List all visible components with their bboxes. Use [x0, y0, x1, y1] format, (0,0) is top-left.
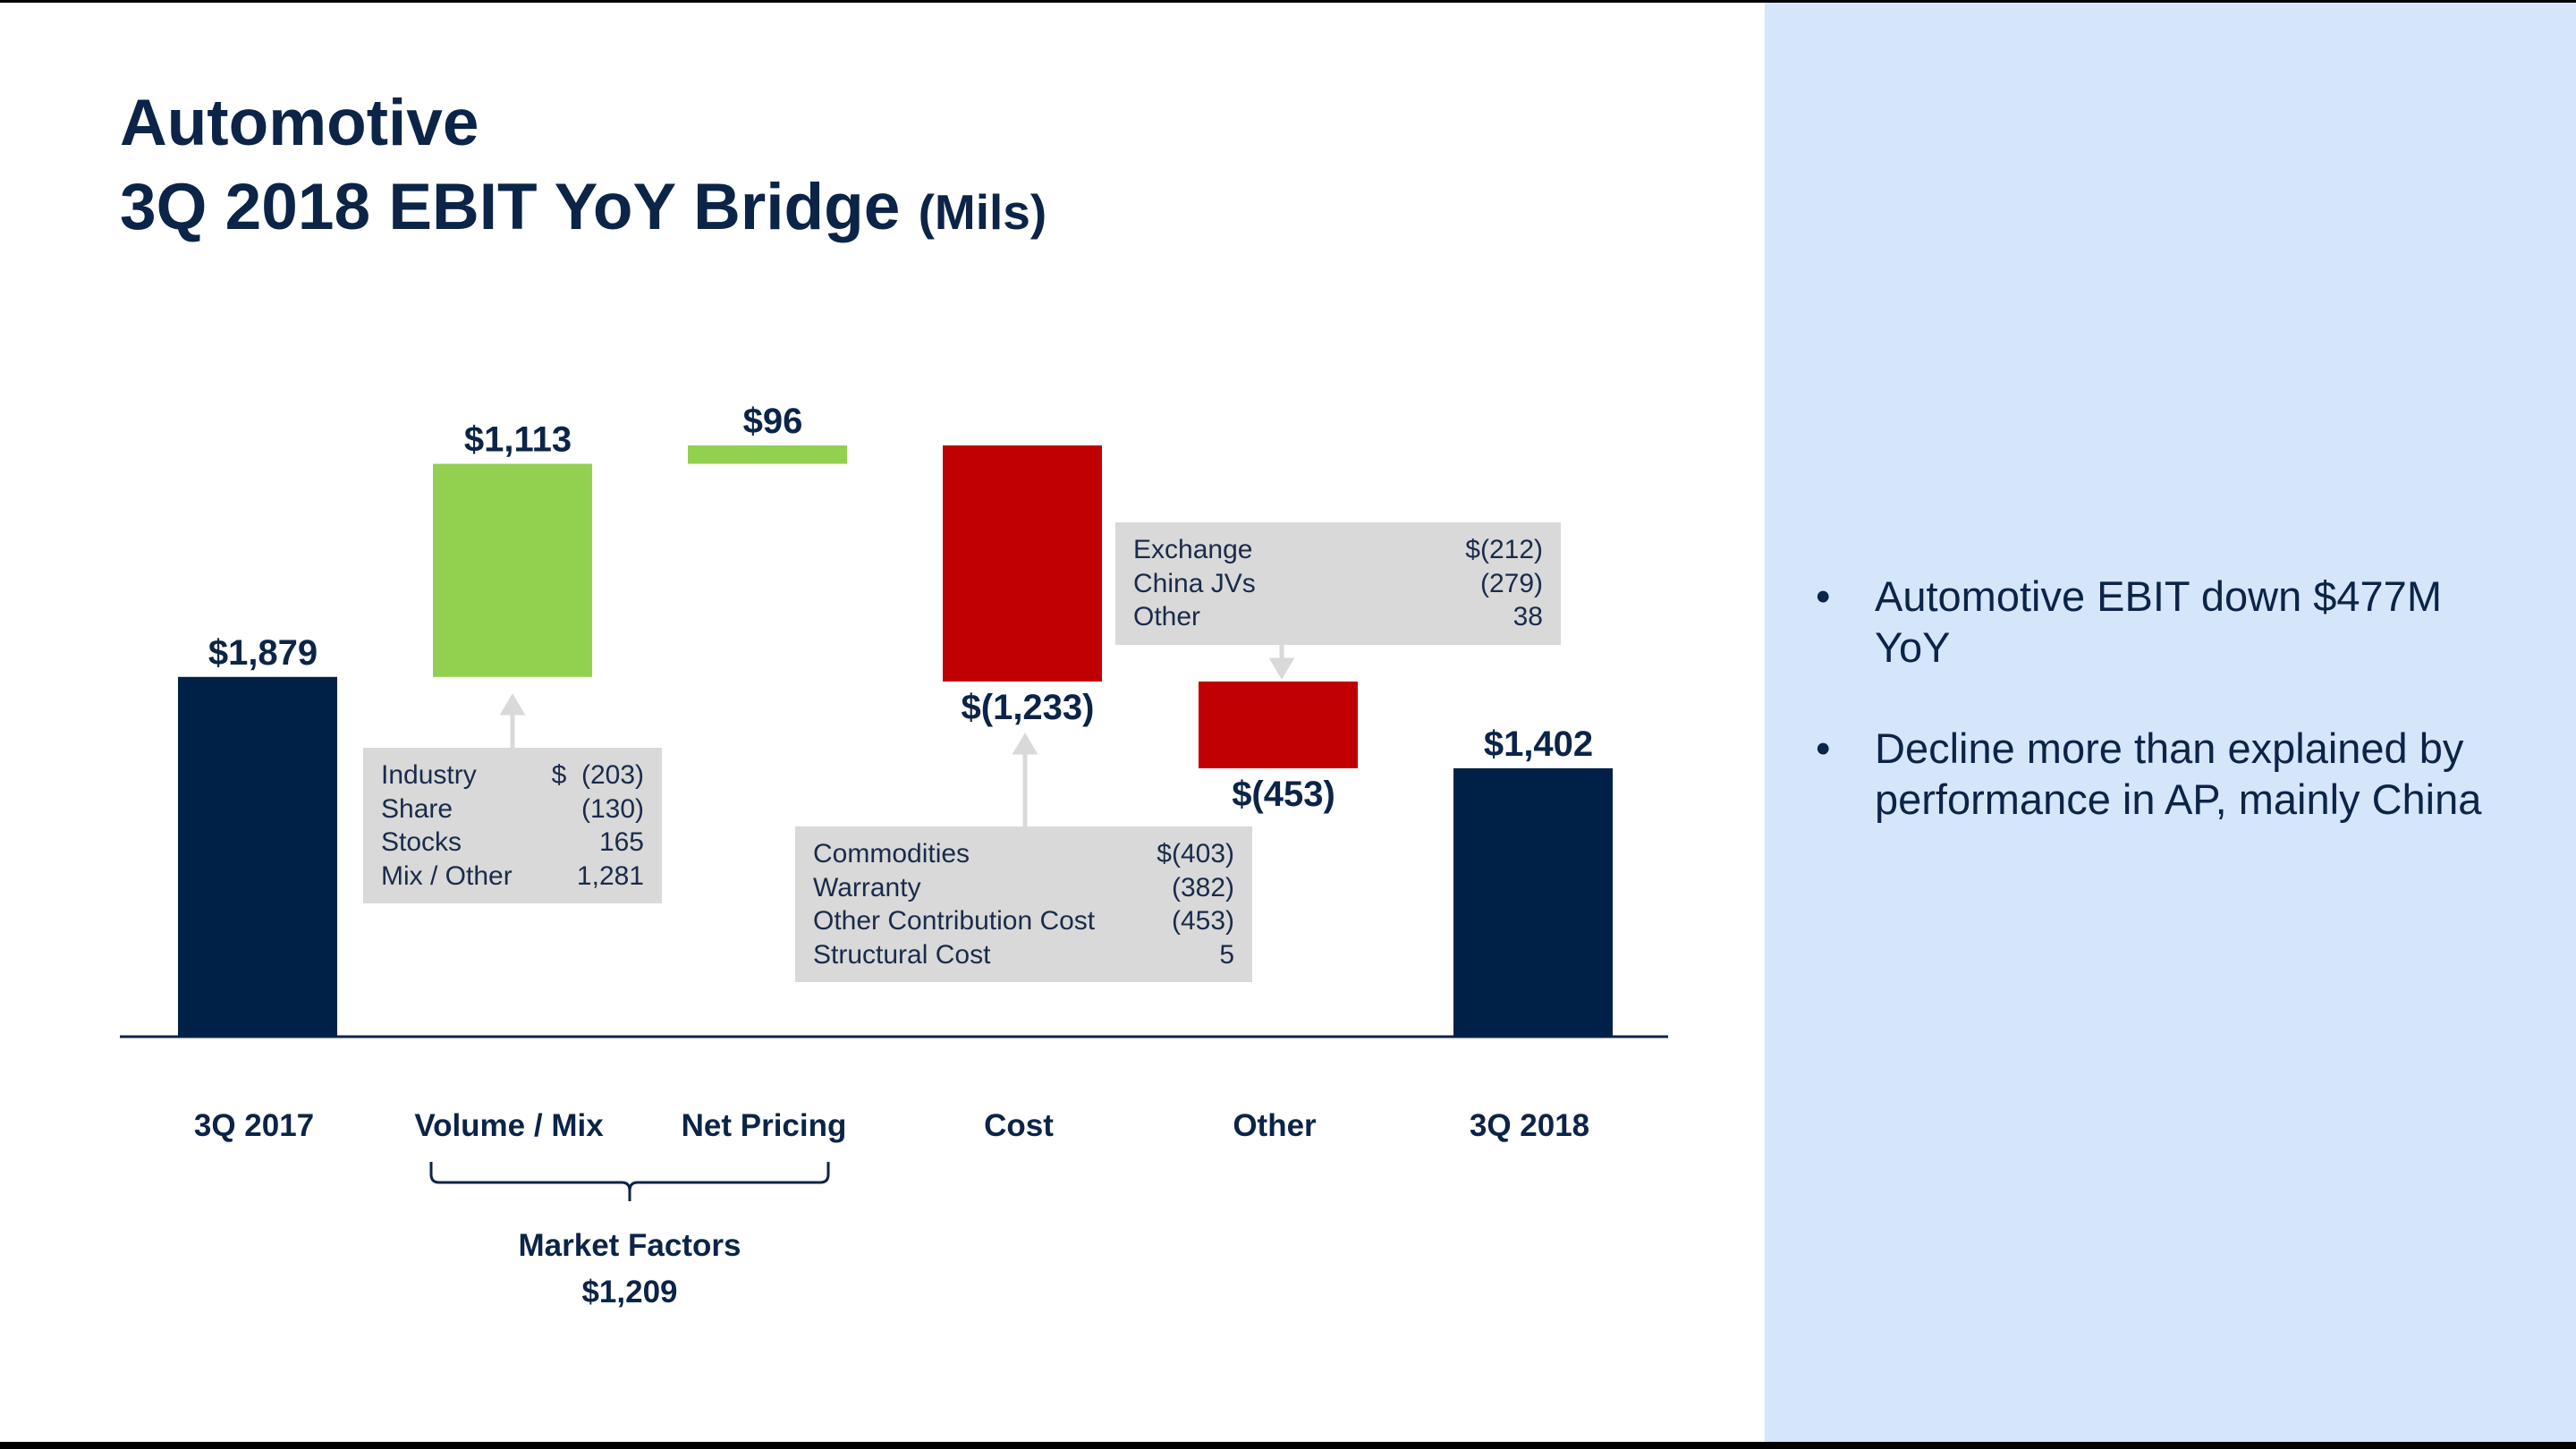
annotation-row: Other 38 [1133, 600, 1543, 634]
annotation-value: $(403) [1157, 839, 1234, 869]
bar [178, 676, 337, 1037]
annotation-value: (382) [1171, 872, 1234, 902]
annotation-label: China JVs [1133, 568, 1256, 598]
bar [1453, 767, 1613, 1037]
bullet-list: • Automotive EBIT down $477M YoY • Decline … [1816, 571, 2513, 875]
bar [433, 463, 592, 677]
bullet-dot: • [1816, 724, 1831, 772]
annotation-label: Stocks [381, 827, 462, 857]
annotation-row: Other Contribution Cost (453) [813, 904, 1234, 938]
annotation-value: $(212) [1465, 535, 1543, 564]
x-tick-label: Other [1233, 1108, 1317, 1143]
group-bracket [429, 1162, 830, 1201]
bar [1199, 681, 1358, 768]
arrow-head [499, 693, 526, 716]
annotation-row: Industry $ (203) [381, 758, 644, 792]
annotation-row: Stocks 165 [381, 826, 644, 860]
chart-subtitle: 3Q 2018 EBIT YoY Bridge (Mils) [120, 171, 1046, 243]
annotation-label: Exchange [1133, 535, 1253, 564]
value-label: $1,402 [1484, 724, 1593, 764]
annotation-label: Industry [381, 760, 477, 790]
unit-note: (Mils) [919, 184, 1047, 240]
bullet: • Decline more than explained by performa… [1816, 723, 2513, 825]
chart-title: Automotive [120, 87, 479, 159]
annotation-box: Commodities $(403) Warranty (382) Other Cont… [795, 826, 1252, 982]
top-border [0, 0, 2576, 3]
bar [688, 445, 847, 464]
annotation-value: (279) [1479, 568, 1543, 598]
annotation-row: Mix / Other 1,281 [381, 860, 644, 894]
subtitle-text: 3Q 2018 EBIT YoY Bridge [120, 171, 900, 243]
value-label: $96 [743, 402, 803, 441]
x-tick-label: 3Q 2018 [1469, 1108, 1590, 1143]
bullet-text: Decline more than explained by performan… [1875, 724, 2482, 823]
bar [943, 445, 1102, 682]
annotation-value: (130) [580, 793, 644, 824]
value-label: $1,113 [464, 420, 572, 460]
annotation-row: Share (130) [381, 792, 644, 826]
x-tick-label: Volume / Mix [414, 1108, 604, 1143]
annotation-value: 1,281 [576, 860, 644, 891]
annotation-label: Commodities [813, 839, 970, 869]
bullet: • Automotive EBIT down $477M YoY [1816, 571, 2513, 673]
annotation-value: 165 [598, 827, 644, 857]
value-label: $(1,233) [962, 688, 1095, 727]
bullet-text: Automotive EBIT down $477M YoY [1875, 572, 2442, 671]
value-label: $1,879 [208, 633, 318, 673]
annotation-row: China JVs (279) [1133, 567, 1543, 601]
side-panel [1765, 0, 2576, 1449]
annotation-row: Structural Cost 5 [813, 938, 1234, 972]
x-tick-label: Net Pricing [681, 1108, 847, 1143]
annotation-label: Mix / Other [381, 860, 513, 891]
x-tick-label: 3Q 2017 [193, 1108, 315, 1143]
annotation-value: 5 [1219, 939, 1234, 970]
bottom-border [0, 1442, 2576, 1449]
annotation-box: Industry $ (203) Share (130) Stocks 165 Mix / … [363, 748, 662, 903]
annotation-box: Exchange $(212) China JVs (279) Other 38 [1115, 522, 1561, 645]
annotation-label: Warranty [813, 872, 921, 902]
value-label: $(453) [1232, 775, 1335, 814]
annotation-label: Other [1133, 602, 1201, 631]
group-label: Market Factors [519, 1228, 741, 1263]
annotation-row: Warranty (382) [813, 871, 1234, 905]
annotation-row: Commodities $(403) [813, 837, 1234, 871]
arrow-head [1012, 733, 1038, 755]
bullet-dot: • [1816, 572, 1831, 620]
x-tick-label: Cost [984, 1108, 1054, 1143]
group-total: $1,209 [581, 1275, 677, 1309]
annotation-value: 38 [1513, 602, 1543, 631]
annotation-label: Other Contribution Cost [813, 906, 1096, 936]
annotation-row: Exchange $(212) [1133, 533, 1543, 567]
arrow-head [1268, 657, 1295, 680]
annotation-label: Share [381, 793, 453, 824]
annotation-value: (453) [1171, 906, 1234, 936]
annotation-label: Structural Cost [813, 939, 991, 970]
arrows [499, 640, 1295, 826]
annotation-value: $ (203) [551, 760, 644, 790]
